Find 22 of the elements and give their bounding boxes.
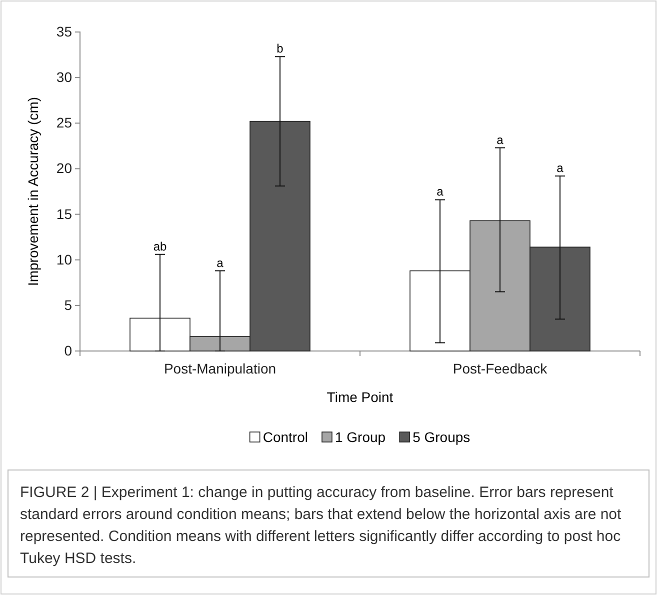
annotation: b <box>276 42 284 56</box>
y-tick-label: 0 <box>64 342 72 358</box>
y-tick-label: 20 <box>56 160 72 176</box>
y-axis-title: Improvement in Accuracy (cm) <box>25 96 41 286</box>
y-tick-label: 30 <box>56 69 72 86</box>
y-tick-label: 35 <box>56 23 72 40</box>
legend-label: Control <box>262 429 308 445</box>
legend-label: 1 Group <box>334 429 386 445</box>
y-tick-label: 5 <box>64 296 72 313</box>
x-axis-title: Time Point <box>326 389 394 405</box>
x-tick-label: Post-Feedback <box>452 360 548 377</box>
y-tick-label: 25 <box>56 114 72 131</box>
annotation: ab <box>153 239 167 254</box>
x-tick-label: Post-Manipulation <box>164 360 276 377</box>
annotation: a <box>556 161 564 176</box>
caption: FIGURE 2 | Experiment 1: change in putting accuracy from baseline. Error bars represent standard errors around condition means; bars that extend below the horizontal axis are not represented. Condition means with different letters significantly differ according to post hoc Tukey HSD tests. <box>20 484 622 567</box>
annotation: a <box>216 256 224 270</box>
annotation: a <box>436 184 444 199</box>
y-tick-label: 10 <box>56 251 72 268</box>
annotation: a <box>496 132 504 147</box>
y-tick-label: 15 <box>56 206 72 222</box>
legend-label: 5 Groups <box>412 429 470 445</box>
